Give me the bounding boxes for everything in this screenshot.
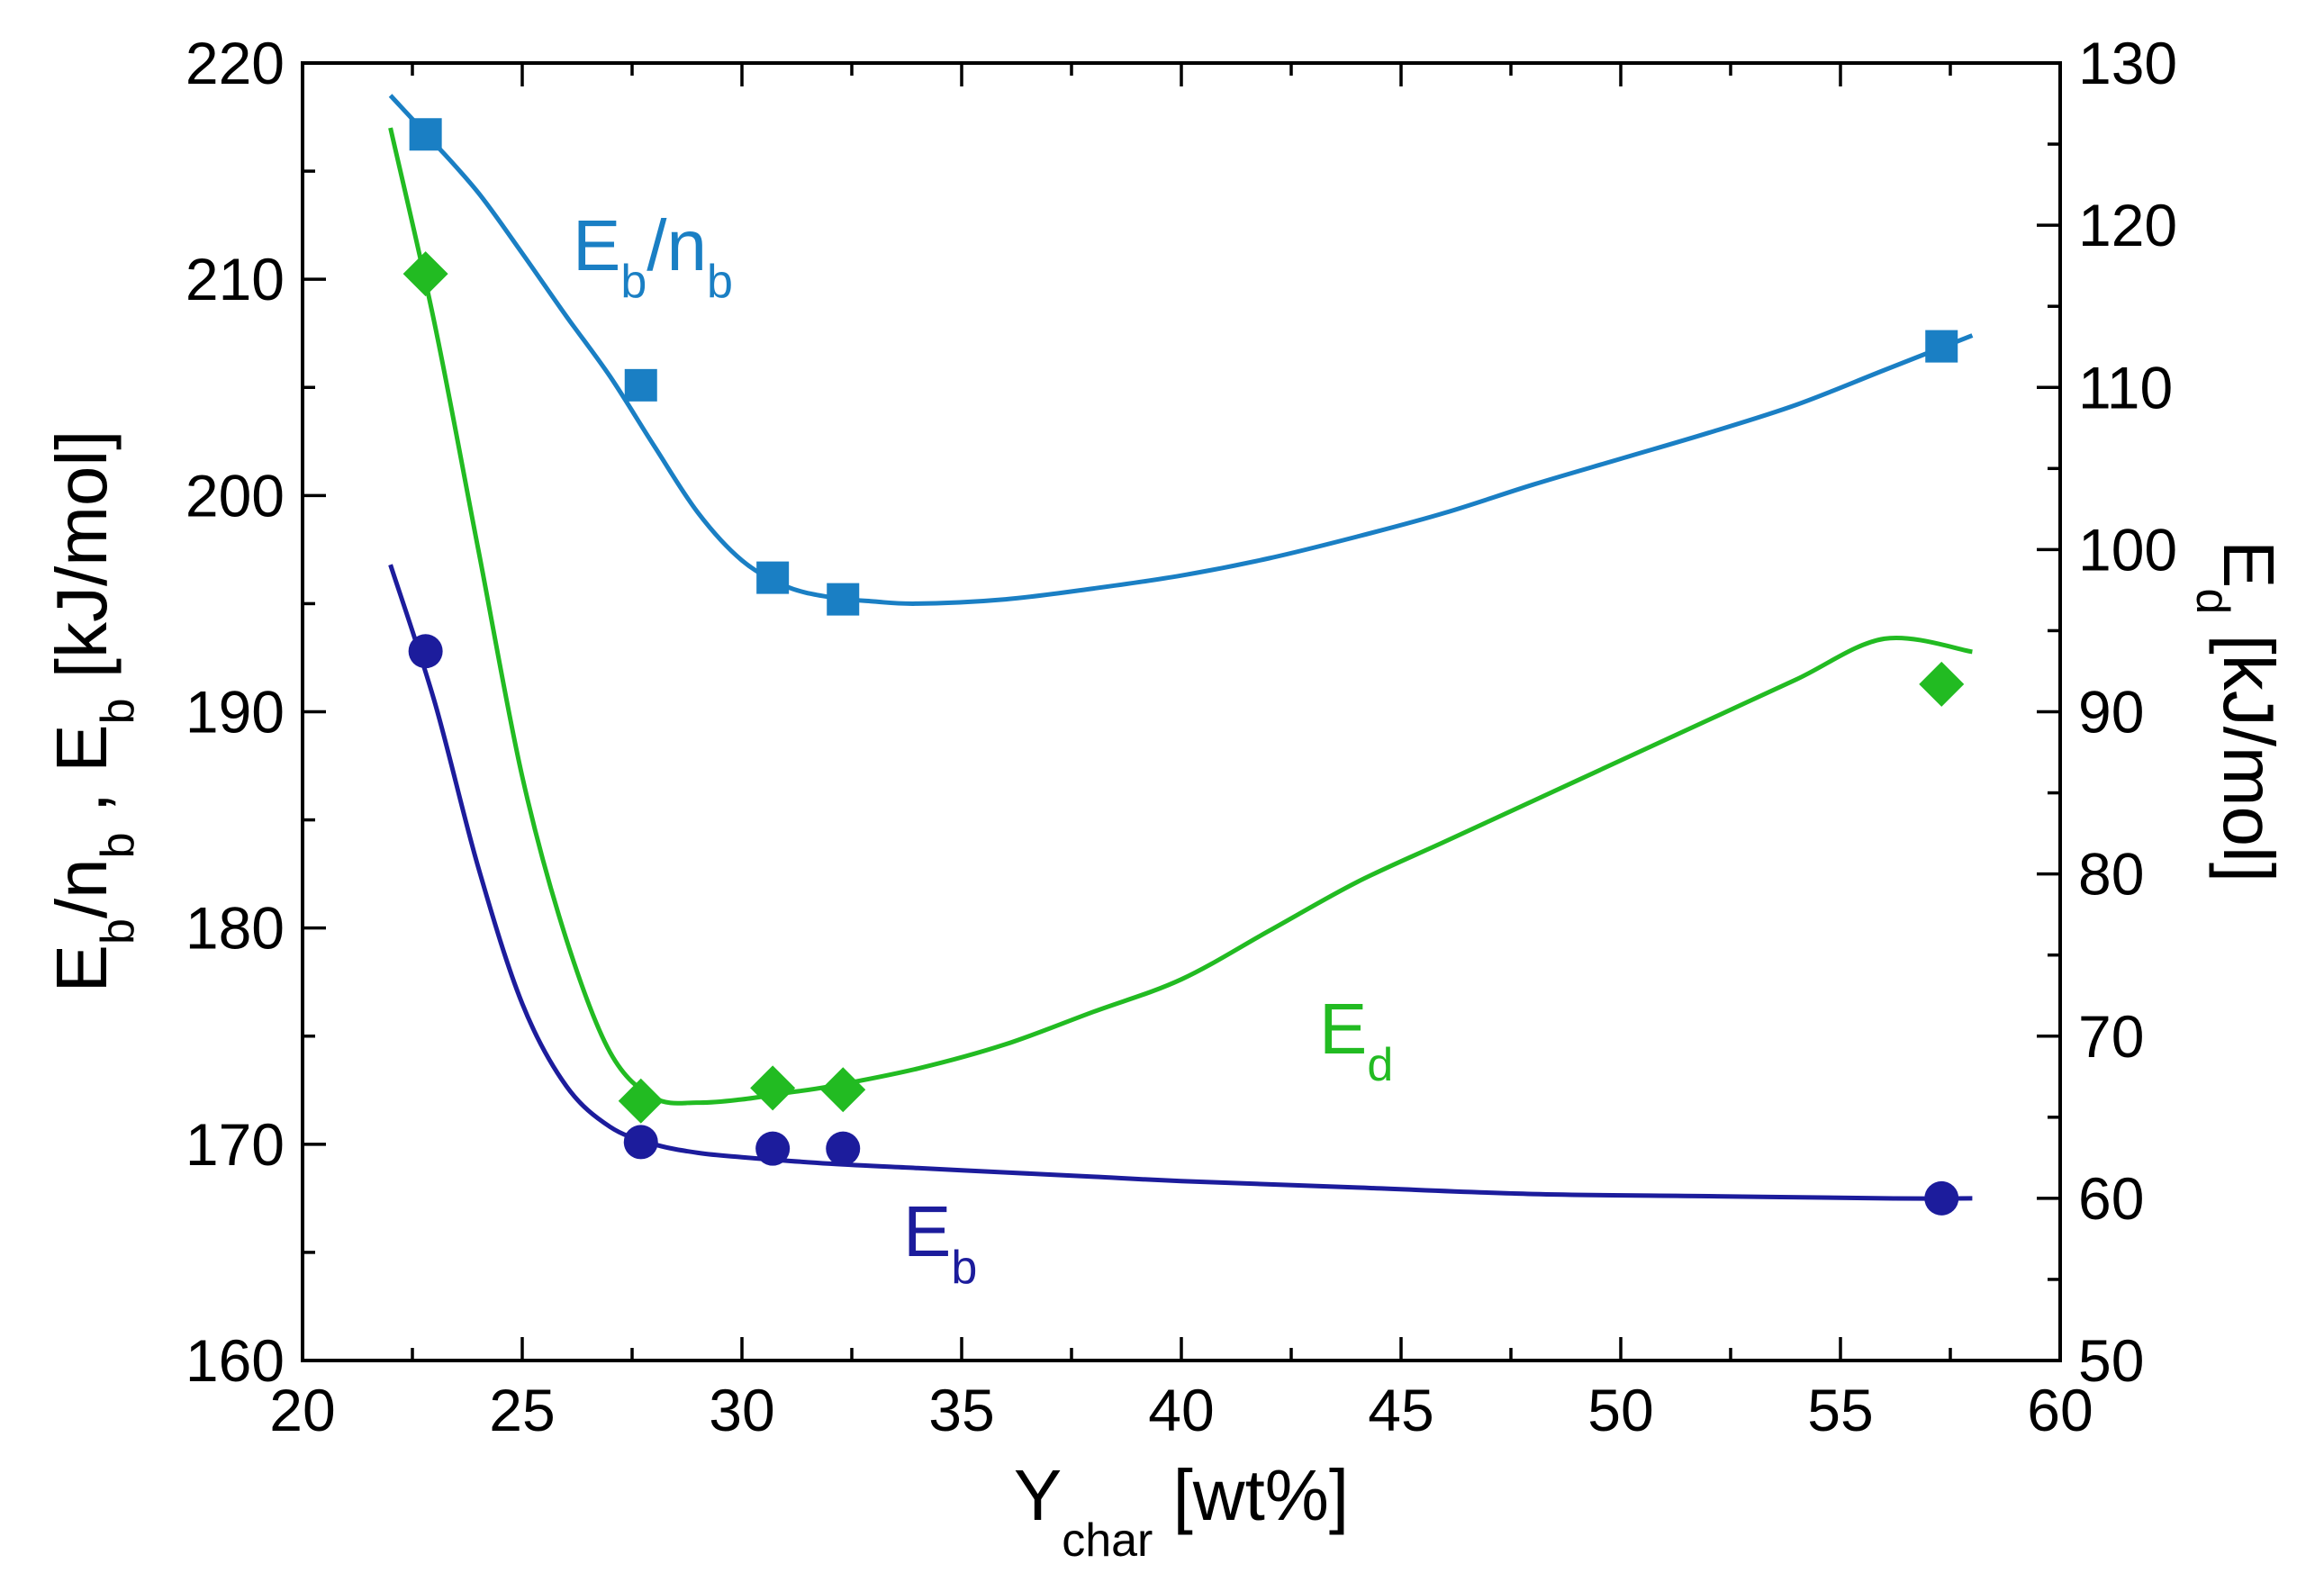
x-tick-label: 20 (269, 1377, 335, 1443)
data-point-eb-nb (756, 561, 790, 594)
x-tick-label: 40 (1148, 1377, 1214, 1443)
right-tick-label: 80 (2078, 841, 2144, 908)
x-axis-title-unit: [wt%] (1153, 1455, 1349, 1535)
data-markers (402, 118, 1965, 1216)
x-tick-label: 35 (928, 1377, 994, 1443)
fit-curve-ed (388, 127, 1973, 1106)
right-tick-label: 110 (2078, 354, 2173, 420)
right-tick-label: 60 (2078, 1165, 2144, 1232)
data-point-ed (402, 251, 448, 297)
x-tick-label: 30 (709, 1377, 774, 1443)
x-axis-title-main: Y (1014, 1455, 1062, 1535)
series-label-eb-nb-mid: /n (647, 205, 707, 285)
x-tick-label: 55 (1807, 1377, 1873, 1443)
series-label-eb-sub: b (951, 1242, 977, 1294)
left-axis-title-part-3: b (92, 832, 144, 858)
fit-curves (388, 94, 1974, 1201)
left-tick-label: 170 (185, 1111, 285, 1178)
left-axis-title-part-0: E (41, 945, 122, 992)
data-point-eb (1924, 1180, 1959, 1216)
data-point-eb (826, 1131, 861, 1166)
series-label-eb-nb-sub1: b (620, 256, 647, 308)
left-tick-label: 160 (185, 1327, 285, 1394)
data-point-eb-nb (1925, 330, 1958, 363)
left-axis-title-part-2: /n (41, 858, 122, 918)
data-point-ed (618, 1078, 664, 1124)
right-tick-label: 50 (2078, 1327, 2144, 1394)
data-point-eb (408, 634, 443, 669)
left-axis-title: Eb/nb , Eb [kJ/mol] (41, 430, 144, 993)
fit-curve-eb-nb (388, 94, 1974, 606)
fit-curve-eb (388, 564, 1973, 1201)
right-axis-ticks: 50 60 70 80 90 100 110 120 130 (2037, 30, 2177, 1394)
series-label-ed: Ed (1319, 989, 1393, 1091)
right-tick-label: 100 (2078, 516, 2177, 583)
series-label-eb: Eb (903, 1191, 977, 1294)
left-tick-label: 180 (185, 895, 285, 962)
x-axis-title: Ychar [wt%] (1014, 1455, 1349, 1567)
right-tick-label: 120 (2078, 192, 2177, 258)
data-point-ed (820, 1067, 866, 1113)
left-axis-title-part-1: b (92, 918, 144, 945)
data-point-eb-nb (827, 583, 860, 616)
right-tick-label: 130 (2078, 30, 2177, 96)
series-label-ed-sub: d (1367, 1039, 1393, 1091)
right-tick-label: 70 (2078, 1003, 2144, 1070)
series-label-eb-nb-sub2: b (707, 256, 733, 308)
x-tick-label: 50 (1587, 1377, 1653, 1443)
left-tick-label: 210 (185, 246, 285, 312)
right-axis-title-part-1: d (2186, 588, 2238, 614)
left-tick-label: 220 (185, 30, 285, 96)
data-point-eb-nb (624, 368, 657, 402)
series-label-eb-nb-main: E (573, 205, 620, 285)
right-tick-label: 90 (2078, 679, 2144, 746)
left-tick-label: 190 (185, 679, 285, 746)
data-point-ed (1919, 661, 1965, 707)
left-axis-title-part-4: , E (41, 724, 122, 832)
data-point-eb-nb (409, 118, 442, 151)
x-tick-label: 45 (1368, 1377, 1433, 1443)
right-axis-title: Ed [kJ/mol] (2186, 540, 2289, 882)
x-tick-label: 60 (2027, 1377, 2093, 1443)
left-axis-ticks: 160 170 180 190 200 210 220 (185, 30, 326, 1394)
data-point-eb (755, 1131, 791, 1166)
series-label-ed-main: E (1319, 989, 1367, 1069)
x-axis-ticks: 20 25 30 35 40 45 50 55 60 (269, 63, 2093, 1443)
right-axis-title-part-0: E (2209, 540, 2289, 588)
series-label-eb-nb: Eb/nb (573, 205, 733, 308)
data-point-eb (623, 1125, 658, 1160)
right-axis-title-part-2: [kJ/mol] (2209, 614, 2289, 882)
left-axis-title-part-5: b (92, 698, 144, 724)
left-tick-label: 200 (185, 462, 285, 529)
data-point-ed (750, 1065, 796, 1111)
x-axis-title-sub: char (1062, 1514, 1153, 1567)
series-label-eb-main: E (903, 1191, 951, 1271)
x-tick-label: 25 (489, 1377, 555, 1443)
left-axis-title-part-6: [kJ/mol] (41, 430, 122, 699)
